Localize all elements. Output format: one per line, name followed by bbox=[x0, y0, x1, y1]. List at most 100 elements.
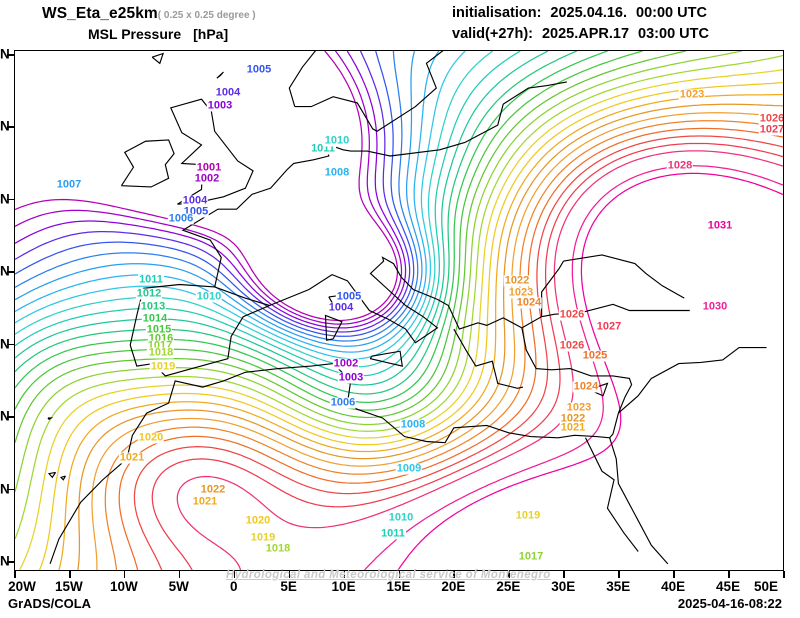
contour-label: 1026 bbox=[558, 339, 586, 352]
coastline bbox=[120, 139, 175, 188]
contour-label: 1008 bbox=[323, 166, 351, 179]
latitude-label: N bbox=[0, 46, 10, 62]
longitude-tick bbox=[728, 571, 730, 578]
longitude-tick bbox=[673, 571, 675, 578]
coastline bbox=[563, 254, 685, 299]
isobar-1011 bbox=[15, 51, 521, 377]
contour-label: 1011 bbox=[310, 142, 336, 155]
longitude-label: 50E bbox=[753, 579, 779, 594]
isobar-1016 bbox=[15, 51, 687, 443]
latitude-tick bbox=[7, 54, 14, 56]
contour-label: 1019 bbox=[249, 531, 277, 544]
isobar-1005 bbox=[15, 51, 415, 337]
latitude-tick bbox=[7, 271, 14, 273]
contour-label: 1008 bbox=[399, 418, 427, 431]
coastline bbox=[47, 417, 54, 421]
initialisation-line: initialisation: 2025.04.16. 00:00 UTC bbox=[452, 5, 707, 21]
isobar-1013 bbox=[15, 51, 577, 395]
coastline bbox=[170, 98, 254, 205]
contour-label: 1004 bbox=[181, 194, 209, 207]
longitude-label: 20E bbox=[441, 579, 466, 594]
longitude-label: 15W bbox=[55, 579, 83, 594]
contour-label: 1006 bbox=[329, 396, 357, 409]
isobar-1014 bbox=[15, 51, 608, 403]
contour-label: 1011 bbox=[138, 273, 164, 286]
contour-label: 1026 bbox=[558, 308, 586, 321]
contour-label: 1019 bbox=[149, 360, 177, 373]
contour-label: 1023 bbox=[507, 286, 535, 299]
longitude-tick bbox=[783, 571, 785, 578]
longitude-tick bbox=[398, 571, 401, 578]
longitude-label: 0 bbox=[229, 579, 238, 594]
contour-label: 1005 bbox=[245, 63, 273, 76]
coastline bbox=[60, 475, 66, 481]
latitude-tick bbox=[7, 343, 14, 346]
longitude-label: 20W bbox=[8, 579, 36, 594]
coastline bbox=[47, 471, 57, 479]
contour-canvas bbox=[15, 51, 783, 570]
isobar-1027 bbox=[151, 142, 783, 570]
isobar-1031 bbox=[397, 172, 783, 570]
chart-header: WS_Eta_e25km( 0.25 x 0.25 degree ) MSL P… bbox=[0, 0, 800, 46]
contour-label: 1028 bbox=[666, 159, 694, 172]
model-name: WS_Eta_e25km bbox=[42, 5, 158, 22]
contour-label: 1005 bbox=[182, 205, 210, 218]
contour-label: 1027 bbox=[595, 320, 623, 333]
valid-label: valid(+27h): bbox=[452, 26, 533, 42]
longitude-label: 40E bbox=[661, 579, 686, 594]
longitude-label: 45E bbox=[716, 579, 741, 594]
contour-label: 1021 bbox=[118, 451, 146, 464]
pressure-contour-map: 1005 1004 1003 1001 1002 1004 1005 1006 1011 1010… bbox=[14, 50, 784, 571]
longitude-label: 10W bbox=[109, 579, 138, 594]
latitude-tick bbox=[7, 416, 14, 418]
isobar-1019 bbox=[19, 69, 783, 570]
isobar-1023 bbox=[91, 112, 783, 570]
longitude-axis: 20W 15W 10W 5W 0 5E 10E 15E 20E 25E 30E 35E 40E 45E 50… bbox=[0, 571, 800, 597]
isobar-1021 bbox=[58, 93, 783, 570]
isobar-1003 bbox=[15, 51, 407, 329]
valid-line: valid(+27h): 2025.APR.17 03:00 UTC bbox=[452, 26, 709, 42]
contour-label: 1019 bbox=[514, 509, 542, 522]
longitude-tick bbox=[123, 571, 126, 578]
isobar-1025 bbox=[118, 127, 783, 570]
longitude-label: 10E bbox=[331, 579, 356, 594]
contour-label: 1024 bbox=[572, 380, 600, 393]
longitude-tick bbox=[233, 571, 236, 578]
contour-label: 1031 bbox=[706, 219, 734, 232]
isobar-1018 bbox=[15, 54, 783, 540]
contour-label: 1005 bbox=[335, 290, 363, 303]
contour-label: 1021 bbox=[559, 421, 587, 434]
longitude-tick bbox=[563, 571, 565, 578]
longitude-tick bbox=[288, 571, 291, 578]
contour-label: 1014 bbox=[141, 312, 169, 325]
variable-name: MSL Pressure bbox=[88, 26, 182, 42]
initialisation-label: initialisation: bbox=[452, 5, 542, 21]
contour-label: 1018 bbox=[147, 346, 175, 359]
isobar-1015 bbox=[15, 51, 643, 411]
latitude-label: N bbox=[0, 336, 10, 352]
latitude-tick bbox=[7, 561, 14, 563]
contour-label: 1010 bbox=[387, 511, 415, 524]
coastline bbox=[609, 437, 669, 565]
initialisation-date: 2025.04.16. bbox=[550, 5, 628, 21]
coastline bbox=[216, 71, 224, 79]
contour-label: 1026 bbox=[758, 112, 784, 125]
coastline bbox=[49, 327, 633, 565]
coastline bbox=[453, 328, 524, 389]
grads-credit: GrADS/COLA bbox=[8, 596, 92, 611]
isobar-1022 bbox=[77, 103, 783, 570]
coastline bbox=[288, 51, 444, 132]
longitude-tick bbox=[343, 571, 346, 578]
contour-label: 1016 bbox=[147, 332, 175, 345]
isobar-1010 bbox=[15, 51, 494, 368]
contour-label: 1012 bbox=[135, 287, 163, 300]
coastline bbox=[584, 437, 639, 552]
longitude-tick bbox=[14, 571, 16, 578]
variable-unit: [hPa] bbox=[193, 26, 229, 42]
isobar-1020 bbox=[38, 81, 783, 570]
latitude-label: N bbox=[0, 263, 10, 279]
isobar-1026 bbox=[133, 135, 783, 570]
isobar-1001 bbox=[15, 51, 399, 322]
model-resolution: ( 0.25 x 0.25 degree ) bbox=[157, 10, 256, 21]
latitude-tick bbox=[7, 126, 14, 129]
